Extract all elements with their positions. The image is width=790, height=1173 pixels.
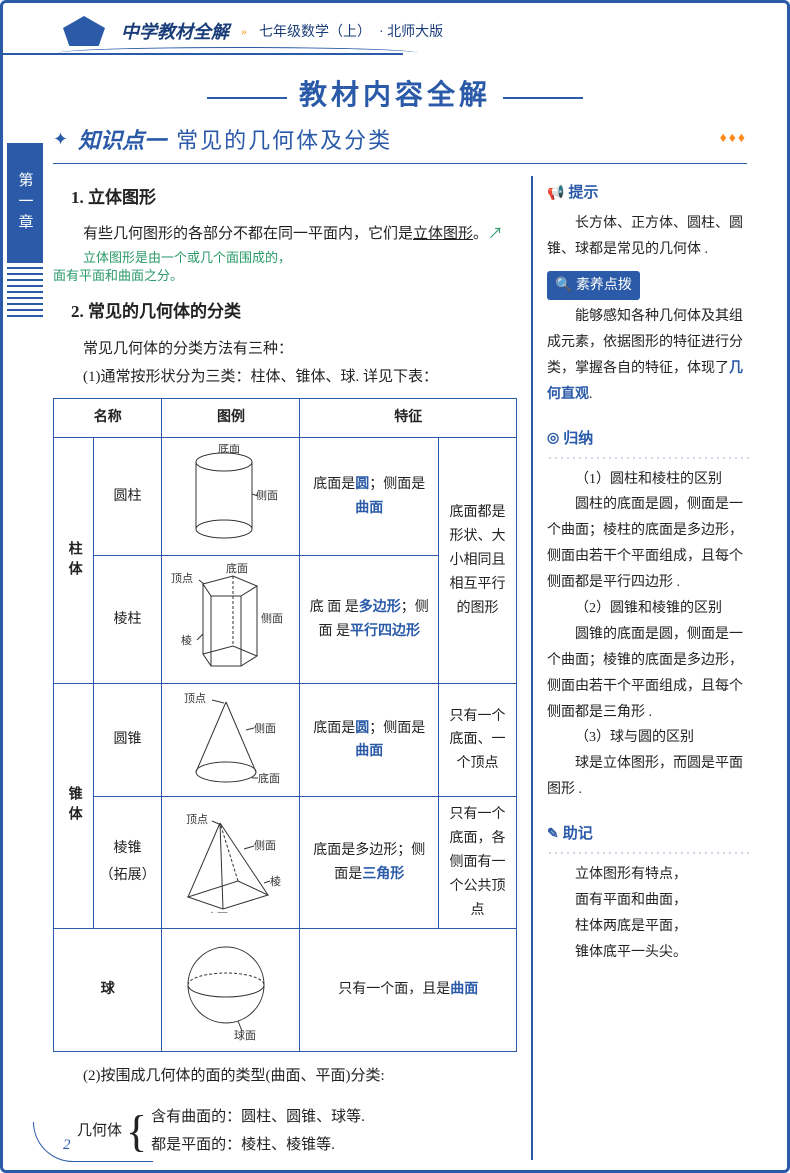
svg-text:底面: 底面	[218, 444, 240, 455]
side-column: 📢提示 长方体、正方体、圆柱、圆锥、球都是常见的几何体 . 🔍 素养点拨 能够感…	[531, 176, 752, 1160]
tip-pill: 🔍 素养点拨	[547, 271, 640, 300]
summary-heading: ◎归纳	[547, 426, 752, 453]
book-subject: 七年级数学（上）	[259, 21, 371, 41]
feat-yuanzhui: 底面是圆；侧面是曲面	[300, 684, 439, 797]
page-header: 中学教材全解 » 七年级数学（上） · 北师大版	[3, 3, 787, 53]
dots-divider-2	[547, 852, 752, 854]
name-yuanzhui: 圆锥	[93, 684, 162, 797]
svg-text:棱: 棱	[270, 875, 281, 888]
svg-text:棱: 棱	[181, 634, 192, 647]
heading-2: 2. 常见的几何体的分类	[71, 296, 517, 328]
paragraph-2: 常见几何体的分类方法有三种：	[53, 335, 517, 364]
chapter-tab: 第一章	[7, 143, 43, 263]
feat-lengzhui: 底面是多边形；侧面是三角形	[300, 797, 439, 929]
th-name: 名称	[54, 398, 162, 438]
paragraph-1: 有些几何图形的各部分不都在同一平面内，它们是立体图形。↗ 立体图形是由一个或几个…	[53, 220, 517, 290]
feat-ball: 只有一个面，且是曲面	[300, 929, 517, 1052]
group-ball: 球	[54, 929, 162, 1052]
arrow-icon: »	[241, 24, 247, 39]
main-column: 1. 立体图形 有些几何图形的各部分不都在同一平面内，它们是立体图形。↗ 立体图…	[53, 176, 531, 1160]
paragraph-4: (2)按围成几何体的面的类型(曲面、平面)分类:	[53, 1062, 517, 1091]
name-lengzhui: 棱锥（拓展）	[93, 797, 162, 929]
feat-lengzhui-r: 只有一个底面，各侧面有一个公共顶点	[439, 797, 517, 929]
fig-lengzhui: 顶点 侧面 棱 底面	[162, 797, 300, 929]
svg-text:侧面: 侧面	[254, 722, 276, 735]
heading-1: 1. 立体图形	[71, 182, 517, 214]
kp-tag: 知识点一	[78, 123, 166, 155]
feat-zhuti-merged: 底面都是形状、大小相同且相互平行的图形	[439, 438, 517, 684]
tip-text: 能够感知各种几何体及其组成元素，依据图形的特征进行分类，掌握各自的特征，体现了几…	[547, 304, 752, 408]
target-icon: ◎	[547, 426, 559, 451]
speaker-icon: 📢	[547, 181, 564, 206]
difficulty-icons: ♦♦♦	[720, 131, 747, 147]
mnemonic-body: 立体图形有特点， 面有平面和曲面， 柱体两底是平面， 锥体底平一头尖。	[547, 862, 752, 966]
group-cylinder: 柱体	[54, 438, 94, 684]
chapter-tab-deco	[7, 261, 43, 321]
book-emblem-icon	[63, 16, 105, 46]
note-icon: ✎	[547, 822, 559, 847]
page-corner-arc	[33, 1122, 153, 1162]
page-number: 2	[63, 1137, 71, 1154]
group-cone: 锥体	[54, 684, 94, 929]
svg-text:球面: 球面	[234, 1028, 256, 1042]
book-title: 中学教材全解	[121, 18, 229, 44]
feat-lengzhu: 底 面 是多边形；侧 面 是平行四边形	[300, 556, 439, 684]
dots-divider	[547, 457, 752, 459]
knowledge-point-header: ✦ 知识点一 常见的几何体及分类 ♦♦♦	[53, 123, 747, 155]
shapes-table: 名称 图例 特征 柱体 圆柱 底面 侧面	[53, 398, 517, 1053]
fig-lengzhu: 顶点 底面 侧面 棱	[162, 556, 300, 684]
svg-text:侧面: 侧面	[261, 612, 283, 625]
fig-ball: 球面	[162, 929, 300, 1052]
name-lengzhu: 棱柱	[93, 556, 162, 684]
fig-yuanzhui: 顶点 侧面 底面	[162, 684, 300, 797]
search-icon: 🔍	[555, 278, 572, 293]
hint-heading: 📢提示	[547, 180, 752, 207]
svg-text:底面: 底面	[226, 562, 248, 575]
feat-yuanzhui-r: 只有一个底面、一个顶点	[439, 684, 517, 797]
kp-title: 常见的几何体及分类	[176, 123, 392, 155]
page-heading: 教材内容全解	[3, 73, 787, 113]
name-yuanzhu: 圆柱	[93, 438, 162, 556]
svg-text:侧面: 侧面	[256, 489, 278, 502]
annotation: 立体图形是由一个或几个面围成的，面有平面和曲面之分。	[53, 249, 291, 285]
paragraph-3: (1)通常按形状分为三类：柱体、锥体、球. 详见下表：	[53, 363, 517, 392]
svg-text:顶点: 顶点	[171, 572, 193, 585]
kp-underline	[53, 163, 747, 164]
fig-yuanzhu: 底面 侧面	[162, 438, 300, 556]
mnemonic-heading: ✎助记	[547, 821, 752, 848]
header-underline	[3, 53, 787, 55]
summary-body: （1）圆柱和棱柱的区别 圆柱的底面是圆，侧面是一个曲面；棱柱的底面是多边形，侧面…	[547, 467, 752, 804]
hint-text: 长方体、正方体、圆柱、圆锥、球都是常见的几何体 .	[547, 211, 752, 263]
svg-text:顶点: 顶点	[184, 692, 206, 705]
star-icon: ✦	[53, 129, 68, 150]
svg-text:底面: 底面	[258, 771, 280, 785]
svg-text:侧面: 侧面	[254, 839, 276, 852]
book-edition: · 北师大版	[379, 21, 443, 41]
th-feat: 特征	[300, 398, 517, 438]
svg-text:底面: 底面	[206, 910, 228, 913]
th-fig: 图例	[162, 398, 300, 438]
svg-text:顶点: 顶点	[186, 813, 208, 826]
feat-yuanzhu: 底面是圆；侧面是曲面	[300, 438, 439, 556]
